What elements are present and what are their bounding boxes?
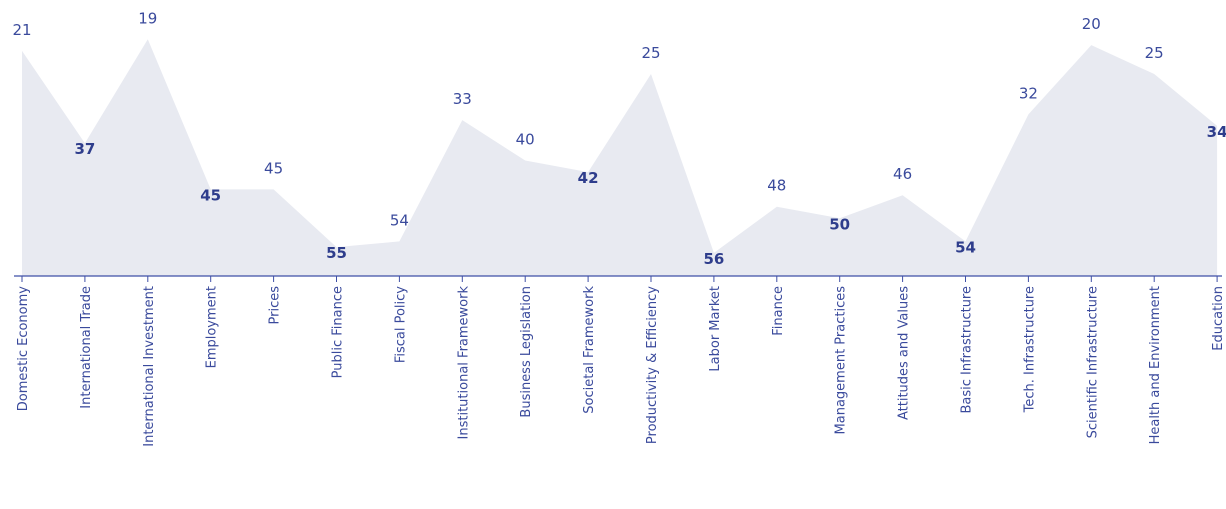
data-label: 48	[767, 177, 786, 195]
data-label: 32	[1019, 84, 1038, 102]
x-axis-ticks	[21, 276, 1218, 282]
category-label: Fiscal Policy	[393, 286, 408, 363]
data-label: 50	[829, 215, 850, 233]
data-label: 25	[1145, 44, 1164, 62]
category-label: Domestic Economy	[16, 286, 31, 412]
category-label: International Investment	[142, 286, 157, 447]
data-label: 54	[390, 211, 409, 229]
category-label: Prices	[268, 286, 283, 325]
data-label: 37	[74, 140, 95, 158]
data-label: 46	[893, 165, 912, 183]
data-label: 45	[200, 186, 221, 204]
data-label: 55	[326, 244, 347, 262]
data-labels: 21 37 19 45 45 55 54 33 40 42 25 56 48 50 46 54 32 20 25 34	[12, 9, 1226, 268]
category-labels: Domestic Economy International Trade Inter…	[16, 286, 1226, 447]
category-label: Public Finance	[331, 286, 346, 378]
data-label: 20	[1082, 15, 1101, 33]
category-label: Societal Framework	[582, 286, 597, 414]
data-label: 19	[138, 9, 157, 27]
category-label: Business Legislation	[519, 286, 534, 418]
data-label: 40	[516, 131, 535, 149]
category-label: Attitudes and Values	[897, 286, 912, 420]
category-label: Finance	[771, 286, 786, 336]
category-label: Institutional Framework	[456, 286, 471, 440]
data-label: 54	[955, 238, 976, 256]
data-label: 45	[264, 159, 283, 177]
data-label: 25	[641, 44, 660, 62]
category-label: Basic Infrastructure	[960, 286, 975, 414]
data-label: 34	[1207, 123, 1226, 141]
data-label: 33	[453, 90, 472, 108]
category-label: Scientific Infrastructure	[1085, 286, 1100, 438]
category-label: Health and Environment	[1148, 286, 1163, 444]
data-label: 42	[578, 169, 599, 187]
category-label: Productivity & Efficiency	[645, 286, 660, 444]
category-label: Tech. Infrastructure	[1022, 286, 1037, 413]
category-label: Management Practices	[834, 286, 849, 435]
category-label: International Trade	[79, 286, 94, 409]
category-label: Labor Market	[708, 286, 723, 372]
category-label: Employment	[205, 286, 220, 368]
rank-area	[22, 39, 1218, 276]
category-label: Education	[1211, 286, 1226, 351]
data-label: 21	[12, 21, 31, 39]
data-label: 56	[703, 250, 724, 268]
